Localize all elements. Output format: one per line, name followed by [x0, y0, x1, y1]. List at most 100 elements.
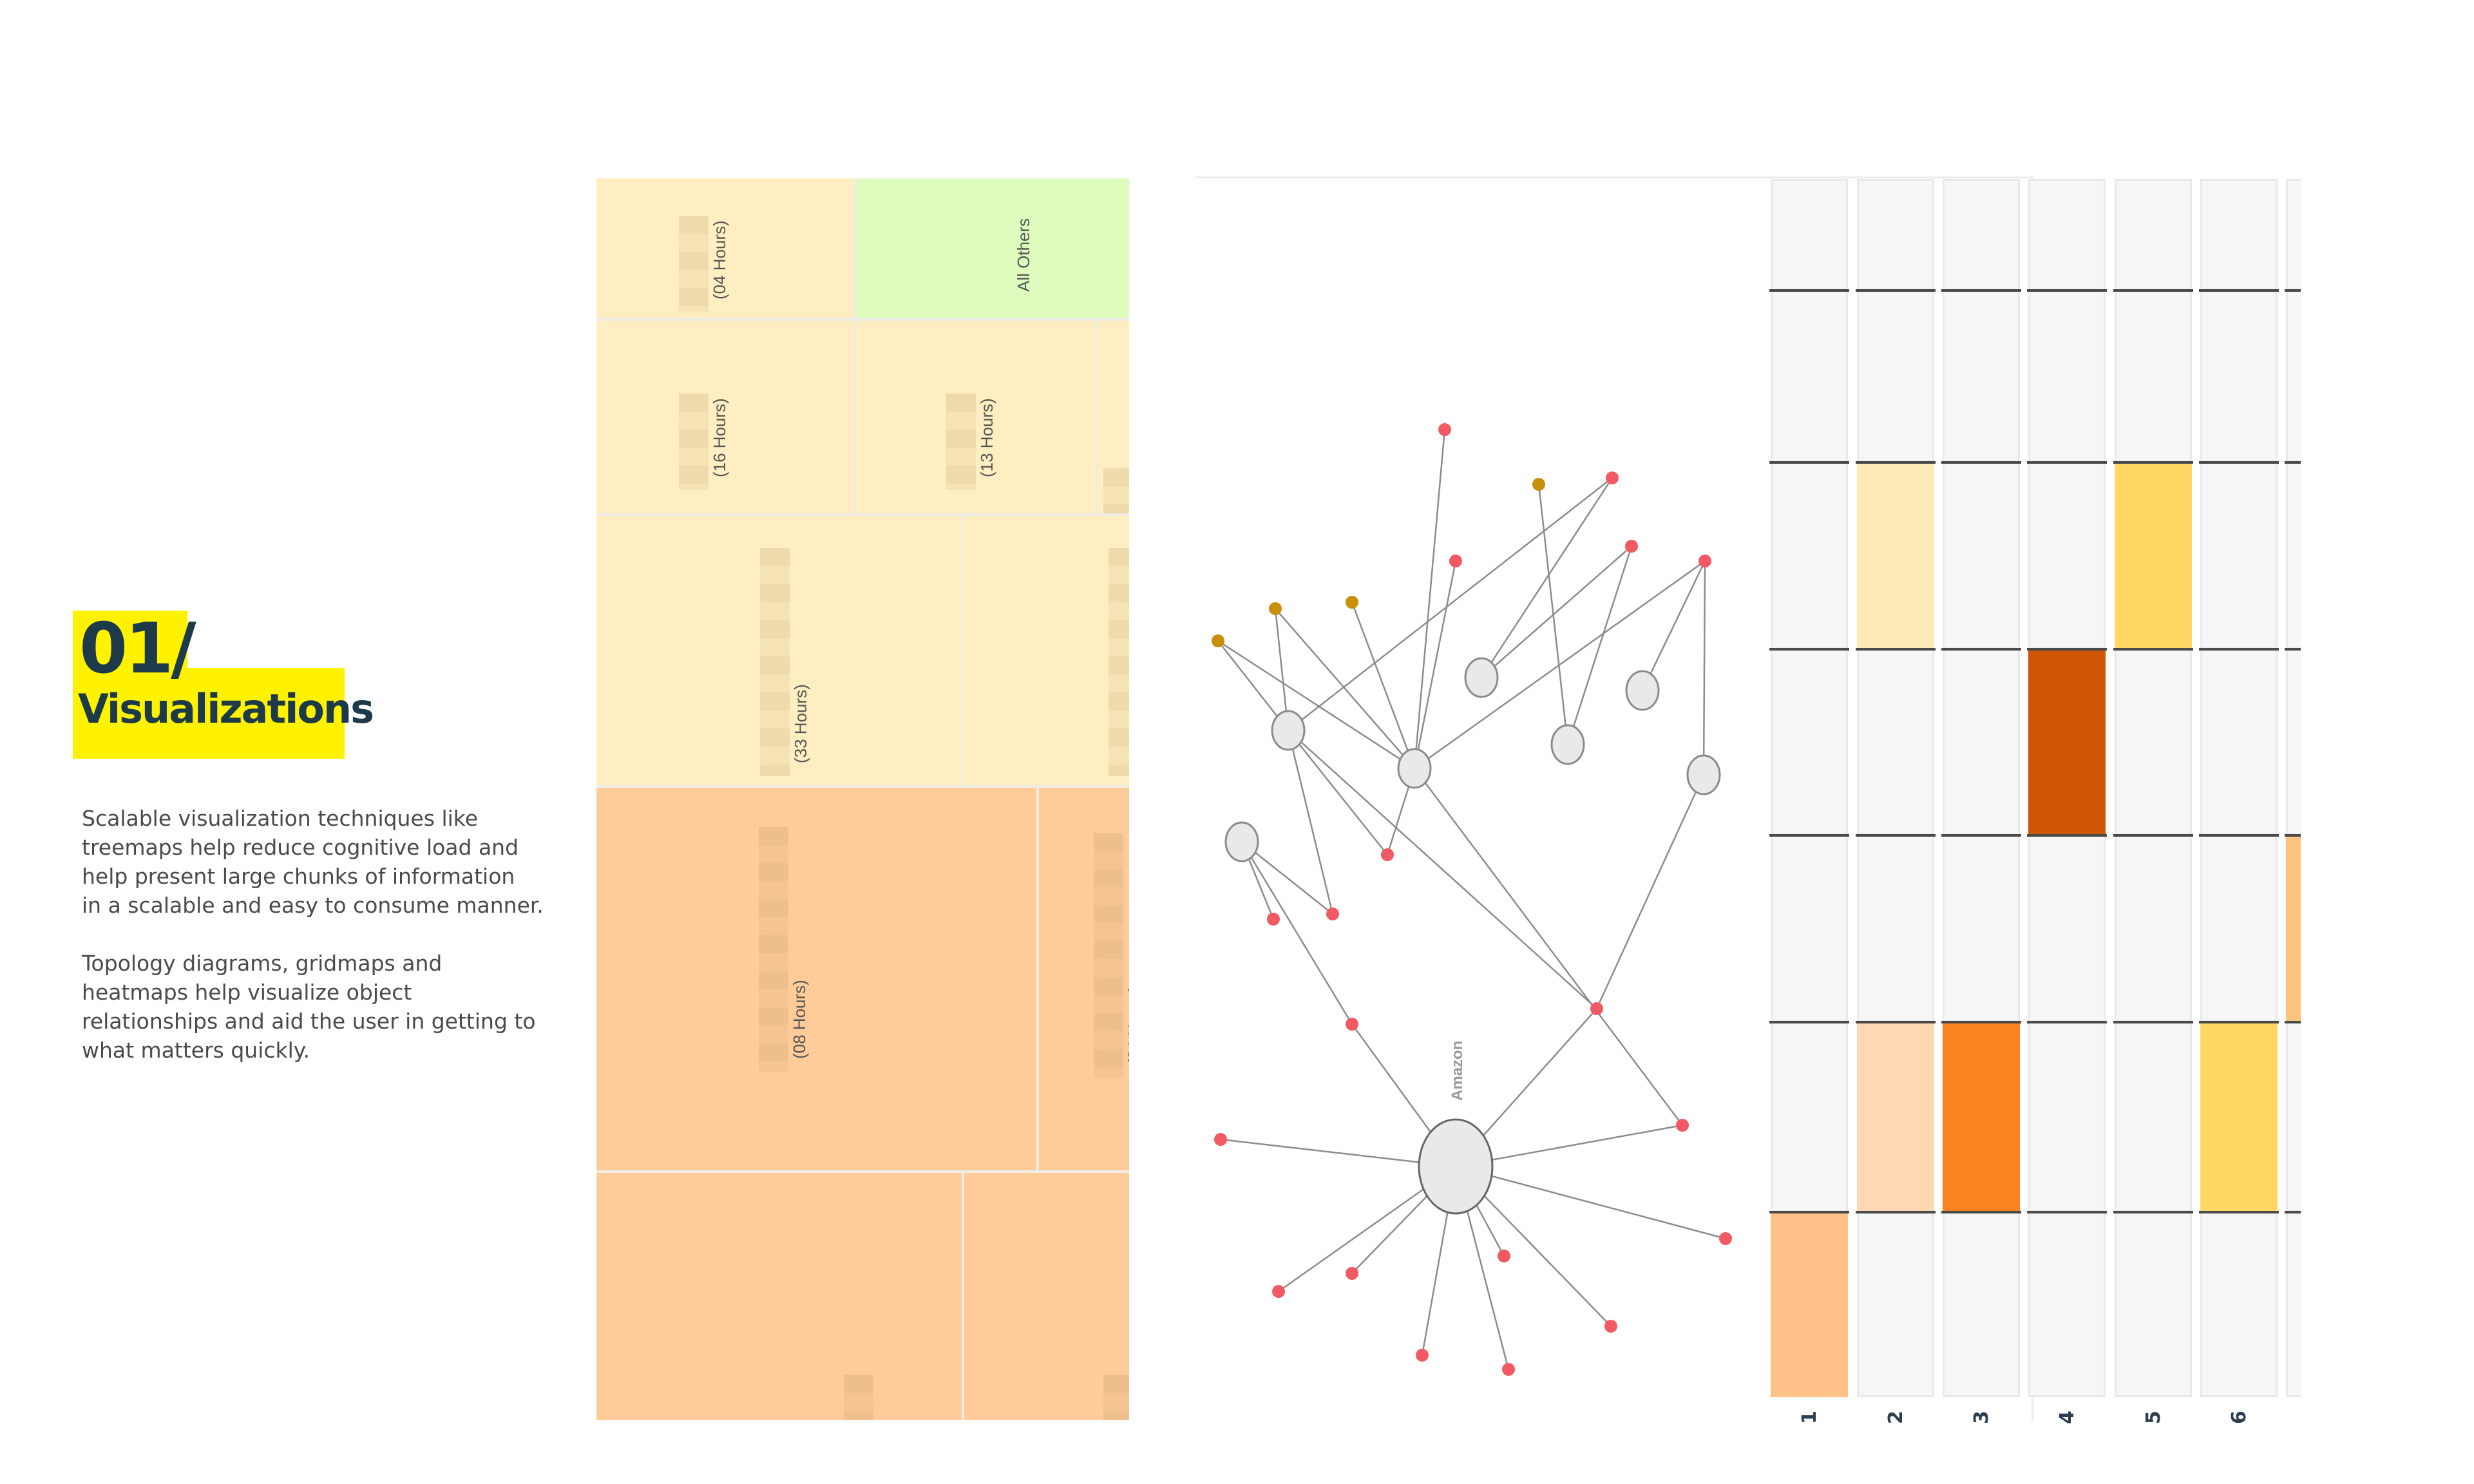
topology-alert-node[interactable] — [1267, 913, 1280, 926]
topology-alert-node[interactable] — [1698, 555, 1711, 567]
heatmap-cell[interactable] — [2286, 1022, 2301, 1212]
heatmap-cell[interactable] — [1943, 649, 2020, 835]
treemap-cell[interactable]: (16 Hours) — [596, 321, 853, 513]
topology-group-node[interactable] — [1686, 754, 1721, 795]
topology-alert-node[interactable] — [1416, 1349, 1429, 1362]
heatmap-cell[interactable] — [1771, 462, 1848, 649]
topology-alert-node[interactable] — [1604, 1320, 1617, 1333]
heatmap-cell[interactable] — [2028, 835, 2106, 1022]
topology-alert-node[interactable] — [1719, 1232, 1732, 1245]
heatmap-cell[interactable] — [2028, 290, 2106, 462]
heatmap-cell[interactable] — [1857, 179, 1934, 290]
heatmap-cell[interactable] — [1771, 179, 1848, 290]
heatmap-cell[interactable] — [2028, 179, 2106, 290]
heatmap-cell[interactable] — [2200, 649, 2278, 835]
heatmap-cell[interactable] — [2028, 462, 2106, 649]
heatmap-cell[interactable] — [2200, 835, 2278, 1022]
heatmap-cell[interactable] — [2028, 1022, 2106, 1212]
topology-alert-node[interactable] — [1449, 555, 1462, 567]
heatmap-cell[interactable] — [2028, 1212, 2106, 1397]
treemap-cell[interactable] — [596, 1173, 962, 1420]
heatmap-row-divider — [2199, 1021, 2279, 1023]
topology-alert-node[interactable] — [1326, 908, 1339, 920]
topology-warning-node[interactable] — [1346, 596, 1358, 609]
heatmap-cell[interactable] — [2286, 835, 2301, 1022]
heatmap-cell[interactable] — [2200, 1022, 2278, 1212]
topology-alert-node[interactable] — [1346, 1018, 1358, 1031]
heatmap-row-divider — [1769, 289, 1849, 292]
heatmap-cell[interactable] — [1771, 1212, 1848, 1397]
treemap-cell[interactable]: (04 Hours) — [596, 178, 853, 318]
heatmap-cell[interactable] — [2286, 1212, 2301, 1397]
heatmap-cell[interactable] — [1943, 1212, 2020, 1397]
heatmap-cell[interactable] — [2286, 462, 2301, 649]
treemap-cell[interactable]: (29 Hours) — [964, 516, 1129, 785]
heatmap-cell[interactable] — [2115, 835, 2192, 1022]
heatmap-cell[interactable] — [2286, 179, 2301, 290]
heatmap-cell[interactable] — [2115, 649, 2192, 835]
heatmap-cell[interactable] — [2286, 649, 2301, 835]
heatmap-cell[interactable] — [1857, 290, 1934, 462]
topology-warning-node[interactable] — [1269, 602, 1282, 615]
topology-group-node[interactable] — [1625, 670, 1660, 711]
heatmap-cell[interactable] — [1771, 649, 1848, 835]
topology-alert-node[interactable] — [1381, 848, 1394, 861]
treemap-cell[interactable] — [1098, 321, 1129, 513]
topology-warning-node[interactable] — [1212, 634, 1224, 647]
heatmap-cell[interactable] — [2115, 1022, 2192, 1212]
heatmap-row-divider — [1856, 1211, 1936, 1213]
heatmap-cell[interactable] — [1943, 1022, 2020, 1212]
heatmap-cell[interactable] — [1857, 462, 1934, 649]
topology-group-node[interactable] — [1271, 710, 1306, 751]
topology-hub-node[interactable] — [1418, 1118, 1494, 1215]
topology-group-node[interactable] — [1550, 724, 1585, 765]
topology-alert-node[interactable] — [1498, 1250, 1510, 1262]
heatmap-cell[interactable] — [2286, 290, 2301, 462]
heatmap-cell[interactable] — [1857, 835, 1934, 1022]
topology-alert-node[interactable] — [1590, 1002, 1603, 1015]
treemap-cell[interactable]: (08 Hours) — [596, 788, 1036, 1170]
heatmap-cell[interactable] — [1857, 649, 1934, 835]
heatmap-cell[interactable] — [2028, 649, 2106, 835]
heatmap-cell[interactable] — [1771, 290, 1848, 462]
heatmap-cell[interactable] — [1771, 835, 1848, 1022]
topology-alert-node[interactable] — [1438, 423, 1451, 436]
heatmap-cell[interactable] — [2200, 179, 2278, 290]
topology-alert-node[interactable] — [1272, 1285, 1285, 1298]
heatmap-cell[interactable] — [1771, 1022, 1848, 1212]
topology-edge — [1414, 560, 1706, 770]
treemap-cell[interactable]: All Others — [856, 178, 1129, 318]
heatmap-cell[interactable] — [1857, 1212, 1934, 1397]
heatmap-column-label: 6 — [2227, 1411, 2250, 1424]
heatmap-cell[interactable] — [2115, 462, 2192, 649]
treemap-cell[interactable]: (13 Hours) — [856, 321, 1095, 513]
heatmap-cell[interactable] — [2115, 1212, 2192, 1397]
treemap-cell[interactable]: (33 Hours) — [596, 516, 962, 785]
treemap-cell[interactable]: (04 Hours) — [1039, 788, 1129, 1170]
topology-edge — [1595, 774, 1705, 1009]
heatmap-cell[interactable] — [2115, 179, 2192, 290]
heatmap-cell[interactable] — [1943, 835, 2020, 1022]
topology-alert-node[interactable] — [1625, 540, 1638, 553]
heatmap-cell[interactable] — [2115, 290, 2192, 462]
heatmap-cell[interactable] — [1943, 179, 2020, 290]
heatmap-cell[interactable] — [1943, 290, 2020, 462]
topology-alert-node[interactable] — [1214, 1133, 1227, 1146]
topology-group-node[interactable] — [1224, 821, 1259, 862]
topology-alert-node[interactable] — [1346, 1267, 1358, 1280]
heatmap-cell[interactable] — [1857, 1022, 1934, 1212]
treemap: (04 Hours) All Others (16 Hours) (13 Hours)… — [596, 178, 1129, 1420]
heatmap-cell[interactable] — [2200, 290, 2278, 462]
topology-group-node[interactable] — [1397, 748, 1432, 789]
heatmap-row-divider — [2113, 1021, 2193, 1023]
topology-alert-node[interactable] — [1502, 1363, 1515, 1376]
heatmap-cell[interactable] — [2200, 1212, 2278, 1397]
heatmap-cell[interactable] — [1943, 462, 2020, 649]
heatmap-cell[interactable] — [2200, 462, 2278, 649]
topology-warning-node[interactable] — [1532, 478, 1545, 491]
treemap-cell[interactable] — [964, 1173, 1129, 1420]
topology-alert-node[interactable] — [1676, 1119, 1689, 1132]
heatmap-row-divider — [1856, 1021, 1936, 1023]
topology-group-node[interactable] — [1464, 657, 1499, 698]
topology-alert-node[interactable] — [1606, 471, 1619, 484]
